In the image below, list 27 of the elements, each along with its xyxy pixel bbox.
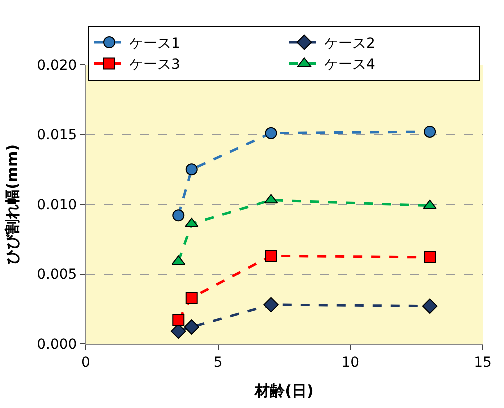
y-axis-title: ひび割れ幅(mm) [3,144,22,264]
point [186,292,198,304]
point [264,297,279,313]
x-tick-label: 15 [474,354,492,371]
point [184,320,200,335]
legend-label: ケース3 [130,57,180,74]
point [172,210,185,222]
x-tick-label: 5 [214,354,223,371]
point [423,200,437,210]
legend-label: ケース1 [130,36,180,52]
point [265,250,278,262]
y-tick-label: 0.000 [37,336,78,353]
point [424,126,436,138]
y-tick-label: 0.005 [37,267,78,284]
y-tick-label: 0.020 [37,58,78,74]
y-tick-label: 0.010 [37,197,78,214]
point [186,164,198,176]
x-tick-label: 0 [82,354,90,371]
point [265,127,278,140]
x-axis-title: 材齢(日) [254,382,314,400]
point [172,314,185,326]
legend-label: ケース2 [324,36,376,52]
legend-label: ケース4 [324,57,376,74]
point [424,252,436,264]
y-tick-label: 0.015 [37,128,78,144]
point [422,298,438,314]
x-tick-label: 10 [342,354,360,371]
